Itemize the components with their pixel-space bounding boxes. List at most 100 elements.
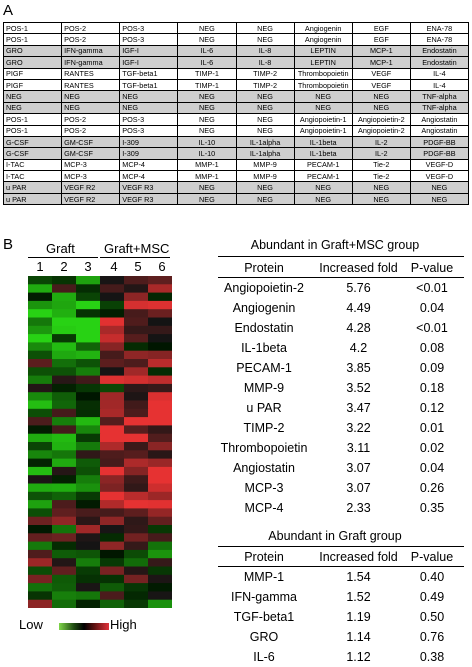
array-cell: Angiopoietin-2 (351, 124, 411, 137)
heatmap-cell (28, 417, 53, 426)
heatmap-cell (124, 317, 149, 327)
heatmap-cell (52, 400, 77, 410)
array-cell: GM-CSF (61, 135, 121, 149)
array-cell: TIMP-1 (177, 67, 237, 80)
array-cell: POS-2 (61, 21, 121, 35)
heatmap-cell (148, 574, 172, 584)
heatmap-cell (148, 533, 172, 543)
p-value-cell: 0.01 (419, 421, 445, 435)
heatmap-cell (100, 516, 125, 526)
p-value-cell: 0.04 (419, 301, 445, 315)
fold-cell: 3.07 (346, 481, 371, 495)
heatmap-cell (52, 500, 77, 509)
protein-cell: u PAR (246, 401, 282, 415)
heatmap-cell (52, 367, 77, 377)
heatmap-cell (100, 342, 125, 352)
heatmap-cell (100, 541, 125, 551)
fold-cell: 3.11 (346, 441, 371, 455)
heatmap-cell (100, 292, 125, 302)
color-scale-bar (59, 623, 109, 630)
heatmap-cell (28, 392, 53, 401)
heatmap-cell (76, 574, 101, 584)
heatmap-cell (148, 558, 172, 567)
heatmap-cell (28, 599, 53, 608)
array-cell: NEG (2, 90, 63, 103)
fold-cell: 4.49 (346, 301, 371, 315)
heatmap-cell (148, 284, 172, 294)
heatmap-cell (52, 350, 77, 360)
heatmap-cell (124, 533, 149, 543)
array-cell: VEGF (351, 67, 411, 80)
heatmap-cell (100, 458, 125, 468)
lane-label-6: 6 (158, 259, 166, 274)
heatmap-cell (28, 541, 53, 551)
heatmap-cell (124, 508, 149, 518)
array-cell: IFN-gamma (61, 44, 121, 58)
heatmap-cell (52, 425, 77, 435)
heatmap-cell (100, 599, 125, 608)
heatmap-cell (148, 516, 172, 526)
array-cell: IL-1beta (293, 147, 353, 160)
array-cell: VEGF R3 (119, 192, 179, 206)
protein-cell: Angiostatin (233, 461, 295, 475)
fold-cell: 2.33 (346, 501, 371, 515)
protein-cell: MCP-3 (244, 481, 284, 495)
heatmap-cell (52, 442, 77, 451)
p-value-cell: 0.76 (419, 630, 445, 644)
heatmap-cell (148, 292, 172, 302)
fold-cell: 1.14 (346, 630, 371, 644)
array-cell: NEG (409, 181, 470, 194)
heatmap-cell (100, 450, 125, 460)
heatmap-cell (124, 383, 149, 393)
array-cell: IL-8 (235, 44, 295, 58)
heatmap-cell (100, 525, 125, 534)
heatmap-cell (52, 558, 77, 567)
heatmap-cell (76, 450, 101, 460)
heatmap-cell (52, 450, 77, 460)
array-cell: TGF-beta1 (119, 67, 179, 80)
heatmap-cell (148, 425, 172, 435)
array-cell: NEG (235, 192, 295, 206)
heatmap-cell (100, 325, 125, 335)
array-cell: NEG (61, 101, 121, 115)
heatmap-cell (100, 433, 125, 443)
heatmap-cell (148, 450, 172, 460)
array-cell: RANTES (61, 78, 121, 92)
panel-b-label: B (3, 236, 14, 253)
heatmap-cell (52, 533, 77, 543)
heatmap-cell (28, 375, 53, 385)
heatmap-cell (124, 541, 149, 551)
heatmap-cell (28, 342, 53, 352)
heatmap-cell (28, 433, 53, 443)
heatmap-cell (148, 566, 172, 576)
array-cell: Angiostatin (409, 113, 470, 126)
array-cell: MCP-4 (119, 170, 179, 183)
heatmap-cell (148, 491, 172, 501)
heatmap-cell (52, 392, 77, 401)
heatmap-cell (148, 466, 172, 476)
array-cell: IL-8 (235, 56, 295, 69)
fold-cell: 4.28 (346, 321, 371, 335)
graft-msc-row: Angiogenin 4.49 0.04 (212, 298, 463, 318)
heatmap-cell (28, 400, 53, 410)
group-label-graft: Graft (46, 241, 75, 256)
array-cell: MMP-1 (177, 158, 237, 172)
array-row: POS-1 POS-2 POS-3 NEG NEG Angiopoietin-1 Angio… (2, 124, 470, 137)
array-cell: EGF (351, 33, 411, 46)
table-graft-header-rule (218, 566, 464, 567)
expression-heatmap (28, 276, 172, 608)
graft-msc-row: MCP-4 2.33 0.35 (212, 498, 463, 518)
heatmap-cell (148, 350, 172, 360)
table-graft-top-rule (218, 546, 464, 547)
table-graft-title: Abundant in Graft group (268, 529, 402, 543)
heatmap-cell (28, 350, 53, 360)
table-graft: Protein Increased fold P-value MMP-1 1.54… (212, 547, 463, 667)
heatmap-cell (148, 541, 172, 551)
heatmap-cell (28, 483, 53, 493)
heatmap-cell (28, 292, 53, 302)
array-cell: IL-1alpha (235, 135, 295, 149)
heatmap-cell (28, 466, 53, 476)
heatmap-cell (148, 525, 172, 534)
heatmap-cell (148, 317, 172, 327)
array-cell: NEG (177, 90, 237, 103)
